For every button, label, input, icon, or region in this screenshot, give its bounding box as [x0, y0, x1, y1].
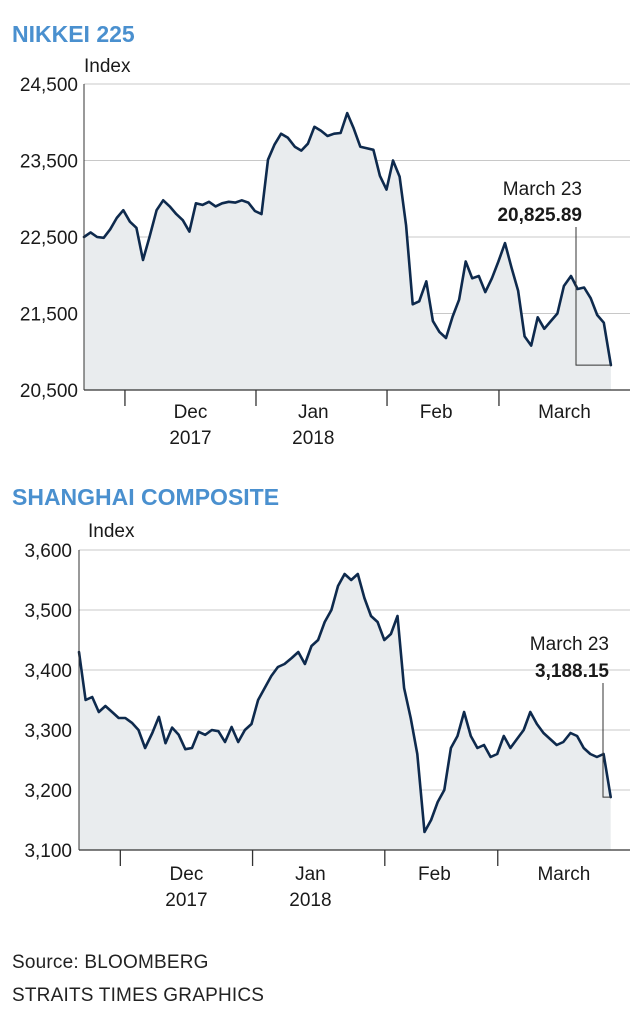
- shanghai-annotation-leader: [602, 683, 611, 798]
- shanghai-x-tick-year: 2018: [289, 890, 331, 911]
- nikkei-x-tick-label: Dec: [174, 402, 208, 423]
- shanghai-y-axis-label: Index: [88, 521, 135, 542]
- nikkei-y-tick-label: 24,500: [20, 75, 78, 96]
- nikkei-y-tick-label: 20,500: [20, 381, 78, 402]
- shanghai-y-tick-label: 3,400: [24, 661, 72, 682]
- nikkei-x-tick-label: March: [538, 402, 591, 423]
- credit-note: STRAITS TIMES GRAPHICS: [12, 985, 265, 1006]
- nikkei-y-tick-label: 21,500: [20, 305, 78, 326]
- nikkei-x-tick-label: Feb: [420, 402, 453, 423]
- shanghai-chart-title: SHANGHAI COMPOSITE: [12, 484, 279, 510]
- nikkei-annotation-value: 20,825.89: [497, 205, 582, 226]
- shanghai-x-tick-year: 2017: [165, 890, 207, 911]
- nikkei-annotation-date: March 23: [503, 179, 582, 200]
- shanghai-x-tick-label: Jan: [295, 864, 326, 885]
- shanghai-area-fill: [79, 574, 611, 850]
- source-note: Source: BLOOMBERG: [12, 952, 209, 973]
- shanghai-annotation-value: 3,188.15: [535, 661, 609, 682]
- shanghai-x-tick-label: March: [537, 864, 590, 885]
- nikkei-annotation-leader: [575, 227, 611, 366]
- shanghai-y-tick-label: 3,600: [24, 541, 72, 562]
- shanghai-y-tick-label: 3,100: [24, 841, 72, 862]
- nikkei-x-tick-year: 2018: [292, 428, 334, 449]
- shanghai-x-tick-label: Feb: [418, 864, 451, 885]
- nikkei-y-axis-label: Index: [84, 56, 131, 77]
- nikkei-x-tick-year: 2017: [169, 428, 211, 449]
- nikkei-x-tick-label: Jan: [298, 402, 329, 423]
- shanghai-series-line: [77, 572, 613, 834]
- shanghai-annotation-date: March 23: [530, 634, 609, 655]
- nikkei-y-tick-label: 23,500: [20, 152, 78, 173]
- shanghai-y-tick-label: 3,300: [24, 721, 72, 742]
- nikkei-series-line: [82, 111, 613, 367]
- shanghai-y-tick-label: 3,500: [24, 601, 72, 622]
- shanghai-x-tick-label: Dec: [170, 864, 204, 885]
- nikkei-y-tick-label: 22,500: [20, 228, 78, 249]
- shanghai-y-tick-label: 3,200: [24, 781, 72, 802]
- nikkei-area-fill: [84, 113, 611, 390]
- nikkei-chart-title: NIKKEI 225: [12, 21, 135, 47]
